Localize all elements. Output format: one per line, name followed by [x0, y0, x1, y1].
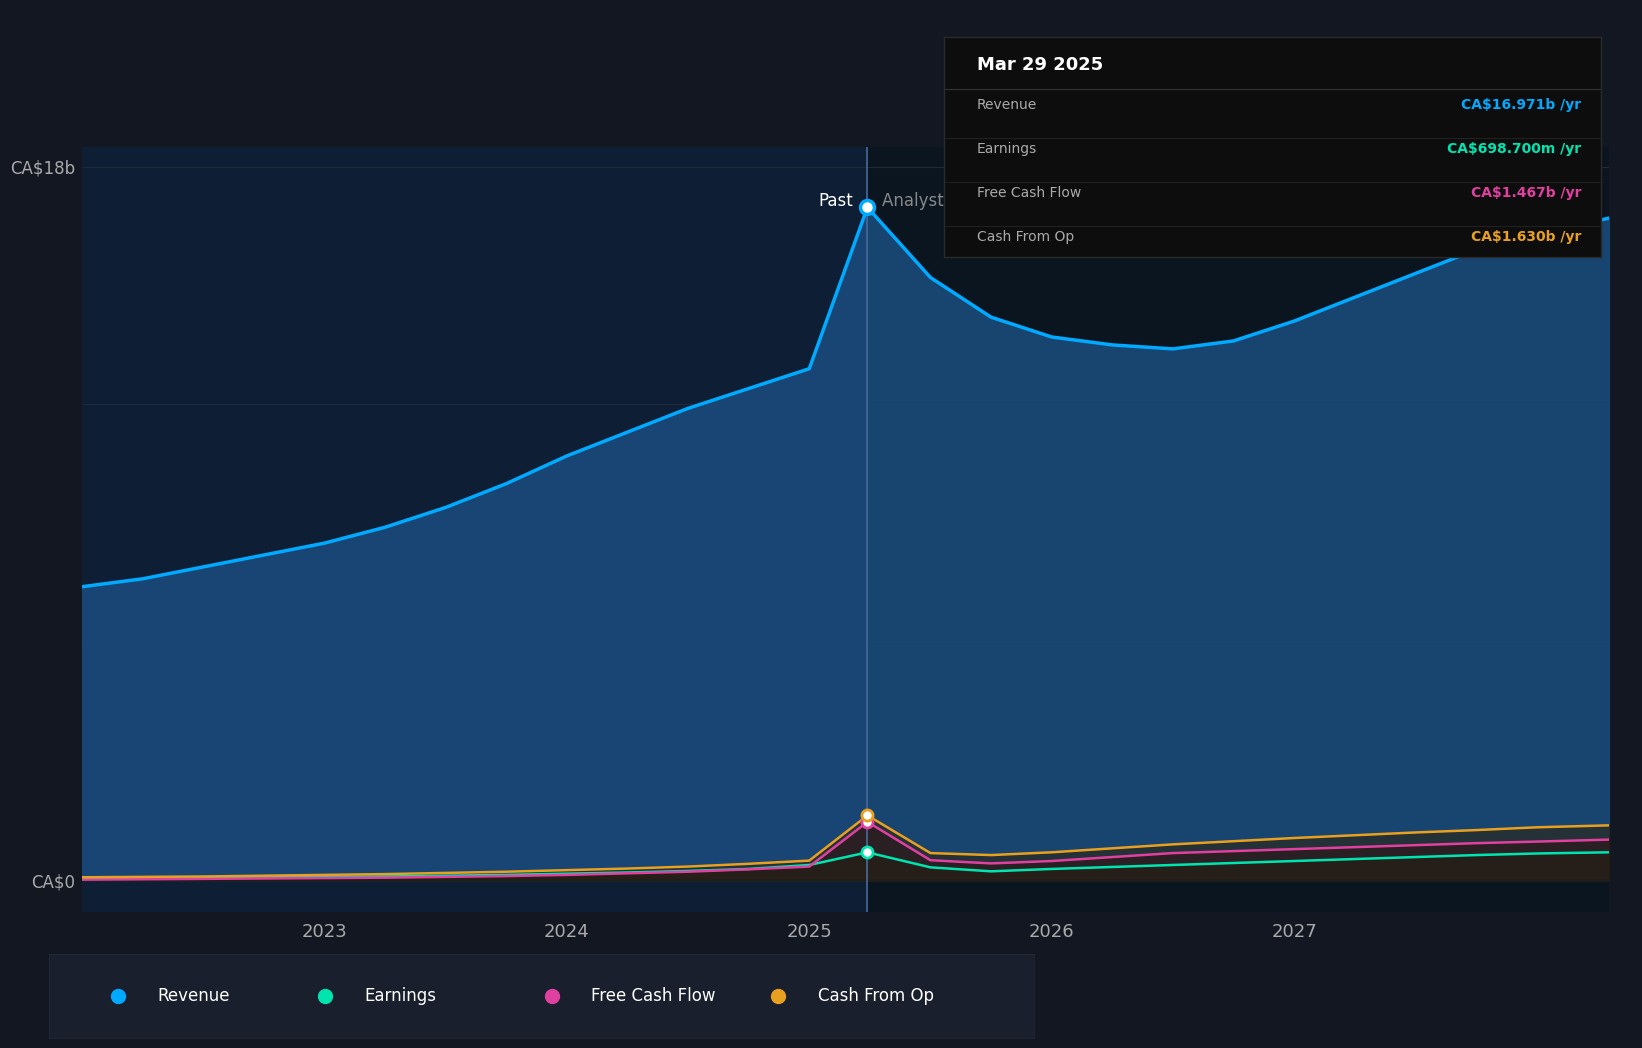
- Bar: [867, 147, 1609, 912]
- Text: Mar 29 2025: Mar 29 2025: [977, 57, 1103, 74]
- Text: Cash From Op: Cash From Op: [818, 986, 934, 1005]
- Text: Revenue: Revenue: [977, 99, 1038, 112]
- Text: Earnings: Earnings: [365, 986, 437, 1005]
- Text: Revenue: Revenue: [158, 986, 230, 1005]
- Text: Free Cash Flow: Free Cash Flow: [591, 986, 716, 1005]
- Text: CA$1.467b /yr: CA$1.467b /yr: [1471, 187, 1581, 200]
- Text: CA$1.630b /yr: CA$1.630b /yr: [1471, 231, 1581, 244]
- Text: CA$16.971b /yr: CA$16.971b /yr: [1461, 99, 1581, 112]
- Text: Past: Past: [818, 192, 852, 210]
- Bar: [82, 147, 867, 912]
- Text: Free Cash Flow: Free Cash Flow: [977, 187, 1080, 200]
- Text: Cash From Op: Cash From Op: [977, 231, 1074, 244]
- Text: CA$698.700m /yr: CA$698.700m /yr: [1447, 143, 1581, 156]
- Text: Analysts Forecasts: Analysts Forecasts: [882, 192, 1036, 210]
- Text: Earnings: Earnings: [977, 143, 1038, 156]
